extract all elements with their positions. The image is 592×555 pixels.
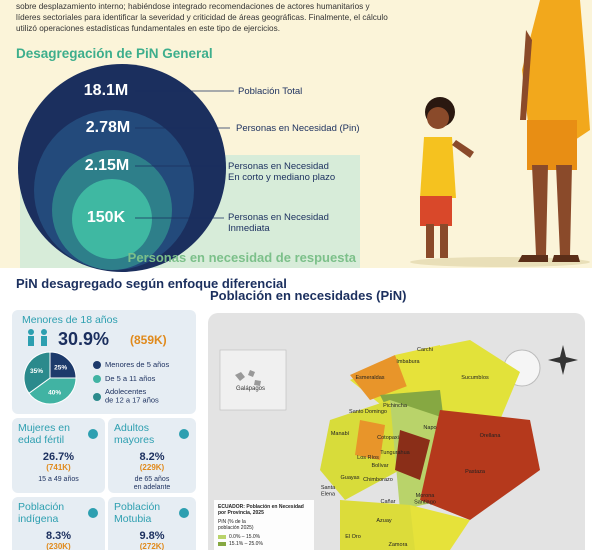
card	[108, 497, 196, 555]
enfoque-title: PiN desagregado según enfoque diferencia…	[16, 276, 287, 291]
card-icon	[88, 429, 98, 439]
card-title: Mujeres en edad fértil	[18, 422, 70, 446]
card-note: de 65 años en adelante	[134, 476, 171, 491]
province-label: Carchi	[417, 347, 433, 353]
legend-title: ECUADOR: Población en Necesidad por Provi…	[218, 504, 304, 516]
province-label: Los Ríos	[357, 455, 379, 461]
illustration	[410, 0, 590, 267]
province-label: Sucumbíos	[461, 375, 489, 381]
province-label: Azuay	[376, 518, 392, 524]
province-label: Manabí	[331, 431, 350, 437]
card-note: 15 a 49 años	[38, 476, 79, 483]
province-label: Tungurahua	[380, 450, 410, 456]
province-label: Guayas	[341, 475, 360, 481]
legend-item: De 5 a 11 años	[105, 374, 156, 383]
card-count: (230K)	[46, 542, 71, 550]
legend-item: 0.0% – 15.0%	[229, 534, 261, 540]
province-label: Cotopaxi	[377, 435, 399, 441]
legend-item: 15.1% – 25.0%	[229, 541, 263, 547]
map-legend	[214, 500, 314, 550]
card-icon	[179, 429, 189, 439]
pie-legend: Menores de 5 años De 5 a 11 años Adolece…	[93, 360, 169, 405]
intro-line: sobre desplazamiento interno; habiéndose…	[16, 2, 371, 11]
card-percent: 8.2%	[139, 451, 164, 463]
map-shapes	[320, 340, 540, 550]
level-label: Personas en Necesidad En corto y mediano …	[228, 161, 335, 183]
pie-label: 40%	[48, 389, 61, 396]
province-label: Imbabura	[396, 359, 420, 365]
card-icon	[179, 508, 189, 518]
inset-label: Galápagos	[236, 386, 265, 392]
pie: 25% 40% 35%	[23, 351, 77, 405]
province-label: Orellana	[480, 433, 502, 439]
leader-lines	[135, 90, 234, 219]
card-percent: 30.9%	[58, 329, 109, 349]
province-label: Chimborazo	[363, 477, 393, 483]
province-label: El Oro	[345, 534, 361, 540]
province-label: Morona Santiago	[414, 493, 436, 505]
inset	[219, 349, 287, 411]
level-value: 18.1M	[84, 82, 128, 99]
province-label: Bolívar	[371, 463, 388, 469]
section-title: Desagregación de PiN General	[16, 46, 213, 61]
level-value: 150K	[87, 209, 126, 226]
level-value: 2.78M	[86, 119, 130, 136]
response-label: Personas en necesidad de respuesta	[128, 250, 357, 265]
children-icon	[28, 329, 47, 346]
card-count: (859K)	[130, 333, 167, 347]
pie-slice	[28, 377, 77, 405]
province-label: Napo	[423, 425, 436, 431]
cards: Mujeres en edad fértil 26.7%(741K) 15 a 49 …	[12, 418, 196, 555]
intro: sobre desplazamiento interno; habiéndose…	[16, 2, 388, 33]
level-labels: Población Total Personas en Necesidad (P…	[228, 86, 360, 234]
province-label: Santa Elena	[321, 485, 336, 497]
province-label: Esmeraldas	[355, 375, 384, 381]
card	[108, 418, 196, 493]
province-labels: Esmeraldas Carchi Imbabura Sucumbíos Santo D…	[321, 347, 502, 548]
level-value: 2.15M	[85, 157, 129, 174]
card-title: Menores de 18 años	[22, 314, 118, 326]
card	[12, 497, 105, 555]
circle-values: 18.1M 2.78M 2.15M 150K	[84, 82, 130, 226]
legend-sub: PiN (% de la población 2025)	[218, 519, 254, 531]
pie-slice	[23, 351, 51, 394]
card-percent: 8.3%	[46, 530, 71, 542]
legend-item: Menores de 5 años	[105, 360, 169, 369]
card	[12, 418, 105, 493]
map-legend-text: ECUADOR: Población en Necesidad por Provi…	[218, 504, 304, 547]
card-percent: 9.8%	[139, 530, 164, 542]
intro-line: utilizó operaciones estadísticas fundame…	[16, 24, 280, 33]
province-label: Pichincha	[383, 403, 408, 409]
province-label: Cañar	[381, 499, 396, 505]
intro-line: líderes sectoriales para identificar la …	[16, 13, 388, 22]
level-label: Población Total	[238, 86, 302, 97]
circle-immediate	[72, 179, 152, 259]
legend-item: Adolecentes de 12 a 17 años	[105, 387, 159, 405]
pie-slice	[49, 351, 77, 379]
card-percent: 26.7%	[43, 451, 74, 463]
province-label: Pastaza	[465, 469, 486, 475]
card-title: Adultos mayores	[114, 422, 154, 446]
province-label: Zamora	[389, 542, 409, 548]
card-title: Población indígena	[18, 501, 64, 525]
level-label: Personas en Necesidad Inmediata	[228, 212, 329, 234]
pie-label: 25%	[54, 364, 67, 371]
card-count: (741K)	[46, 463, 71, 472]
compass	[548, 345, 578, 375]
province-label: Santo Domingo	[349, 409, 387, 415]
card-count: (272K)	[140, 542, 165, 550]
galapagos	[235, 370, 261, 386]
pie-label: 35%	[30, 368, 43, 375]
card-count: (229K)	[140, 463, 165, 472]
card-title: Población Motubia	[114, 501, 160, 525]
level-label: Personas en Necesidad (Pin)	[236, 123, 360, 134]
map-title: Población en necesidades (PiN)	[210, 288, 407, 303]
card-icon	[88, 508, 98, 518]
